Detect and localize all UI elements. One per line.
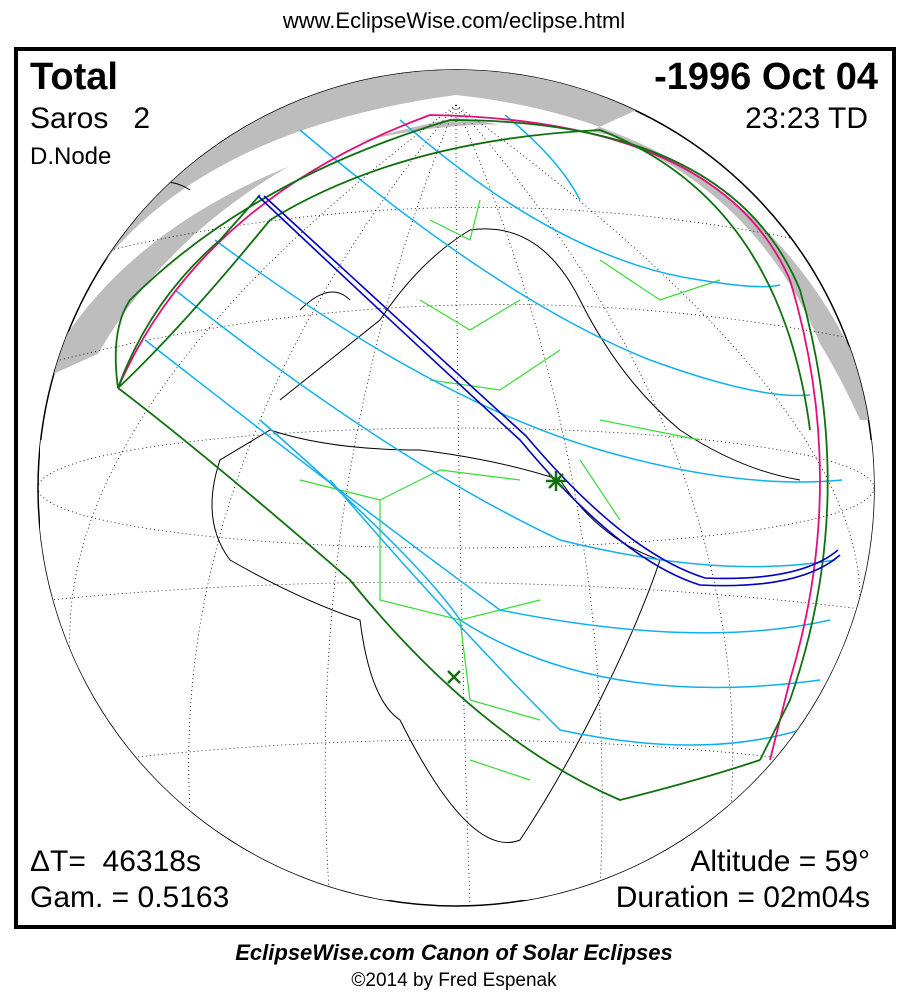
central-path: [257, 195, 841, 587]
rise-set-curve: [117, 114, 821, 761]
delta-t: ΔT= 46318s: [30, 845, 201, 878]
greatest-eclipse-star-icon: [546, 471, 566, 491]
penumbra-lines: [144, 114, 843, 746]
country-borders: [299, 199, 721, 781]
duration: Duration = 02m04s: [615, 881, 870, 914]
map-frame: [14, 47, 896, 929]
copyright: ©2014 by Fred Espenak: [351, 970, 557, 991]
node: D.Node: [30, 143, 112, 170]
gamma: Gam. = 0.5163: [30, 881, 230, 914]
graticule: [38, 104, 874, 906]
saros-number: Saros 2: [30, 102, 151, 135]
greatest-duration-x-icon: [447, 670, 461, 684]
credit: EclipseWise.com Canon of Solar Eclipses: [235, 940, 673, 965]
eclipse-time: 23:23 TD: [745, 102, 868, 135]
altitude: Altitude = 59°: [690, 845, 870, 878]
eclipse-date: -1996 Oct 04: [654, 56, 878, 98]
eclipse-type: Total: [30, 56, 118, 98]
page-url: www.EclipseWise.com/eclipse.html: [282, 8, 626, 33]
penumbral-limits: [114, 119, 829, 801]
